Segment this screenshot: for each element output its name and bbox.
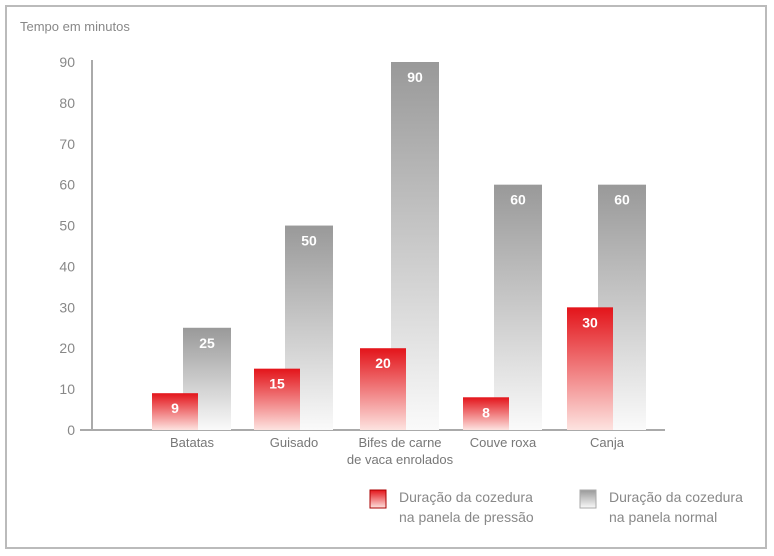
category-label: Canja [590, 435, 625, 450]
category-label: de vaca enrolados [347, 452, 454, 467]
bar-pressure [254, 368, 300, 430]
bar-pressure [152, 393, 198, 430]
y-tick-label: 90 [59, 54, 75, 70]
bar-pressure [360, 348, 406, 430]
y-tick-label: 50 [59, 218, 75, 234]
category-label: Couve roxa [470, 435, 537, 450]
legend-label: Duração da cozedura [609, 489, 743, 505]
data-label-pressure: 20 [375, 355, 391, 371]
y-tick-label: 20 [59, 340, 75, 356]
data-label-normal: 50 [301, 233, 317, 249]
y-tick-label: 40 [59, 258, 75, 274]
category-label: Guisado [270, 435, 318, 450]
category-label: Bifes de carne [358, 435, 441, 450]
data-label-normal: 90 [407, 69, 423, 85]
data-label-pressure: 8 [482, 404, 490, 420]
category-label: Batatas [170, 435, 215, 450]
y-axis-label: Tempo em minutos [20, 19, 130, 34]
data-label-normal: 60 [510, 192, 526, 208]
data-label-pressure: 15 [269, 376, 285, 392]
y-tick-label: 0 [67, 422, 75, 438]
chart-frame [5, 5, 767, 549]
bar-pressure [463, 397, 509, 430]
bar-pressure [567, 307, 613, 430]
legend-label: Duração da cozedura [399, 489, 533, 505]
y-tick-label: 10 [59, 381, 75, 397]
bar-normal [494, 184, 542, 430]
data-label-normal: 60 [614, 192, 630, 208]
legend-label: na panela normal [609, 509, 717, 525]
data-label-pressure: 9 [171, 400, 179, 416]
y-tick-label: 70 [59, 136, 75, 152]
legend-swatch [579, 489, 597, 509]
y-tick-label: 60 [59, 177, 75, 193]
data-label-pressure: 30 [582, 314, 598, 330]
legend-swatch [369, 489, 387, 509]
legend-label: na panela de pressão [399, 509, 534, 525]
y-tick-label: 80 [59, 95, 75, 111]
data-label-normal: 25 [199, 335, 215, 351]
y-tick-label: 30 [59, 299, 75, 315]
